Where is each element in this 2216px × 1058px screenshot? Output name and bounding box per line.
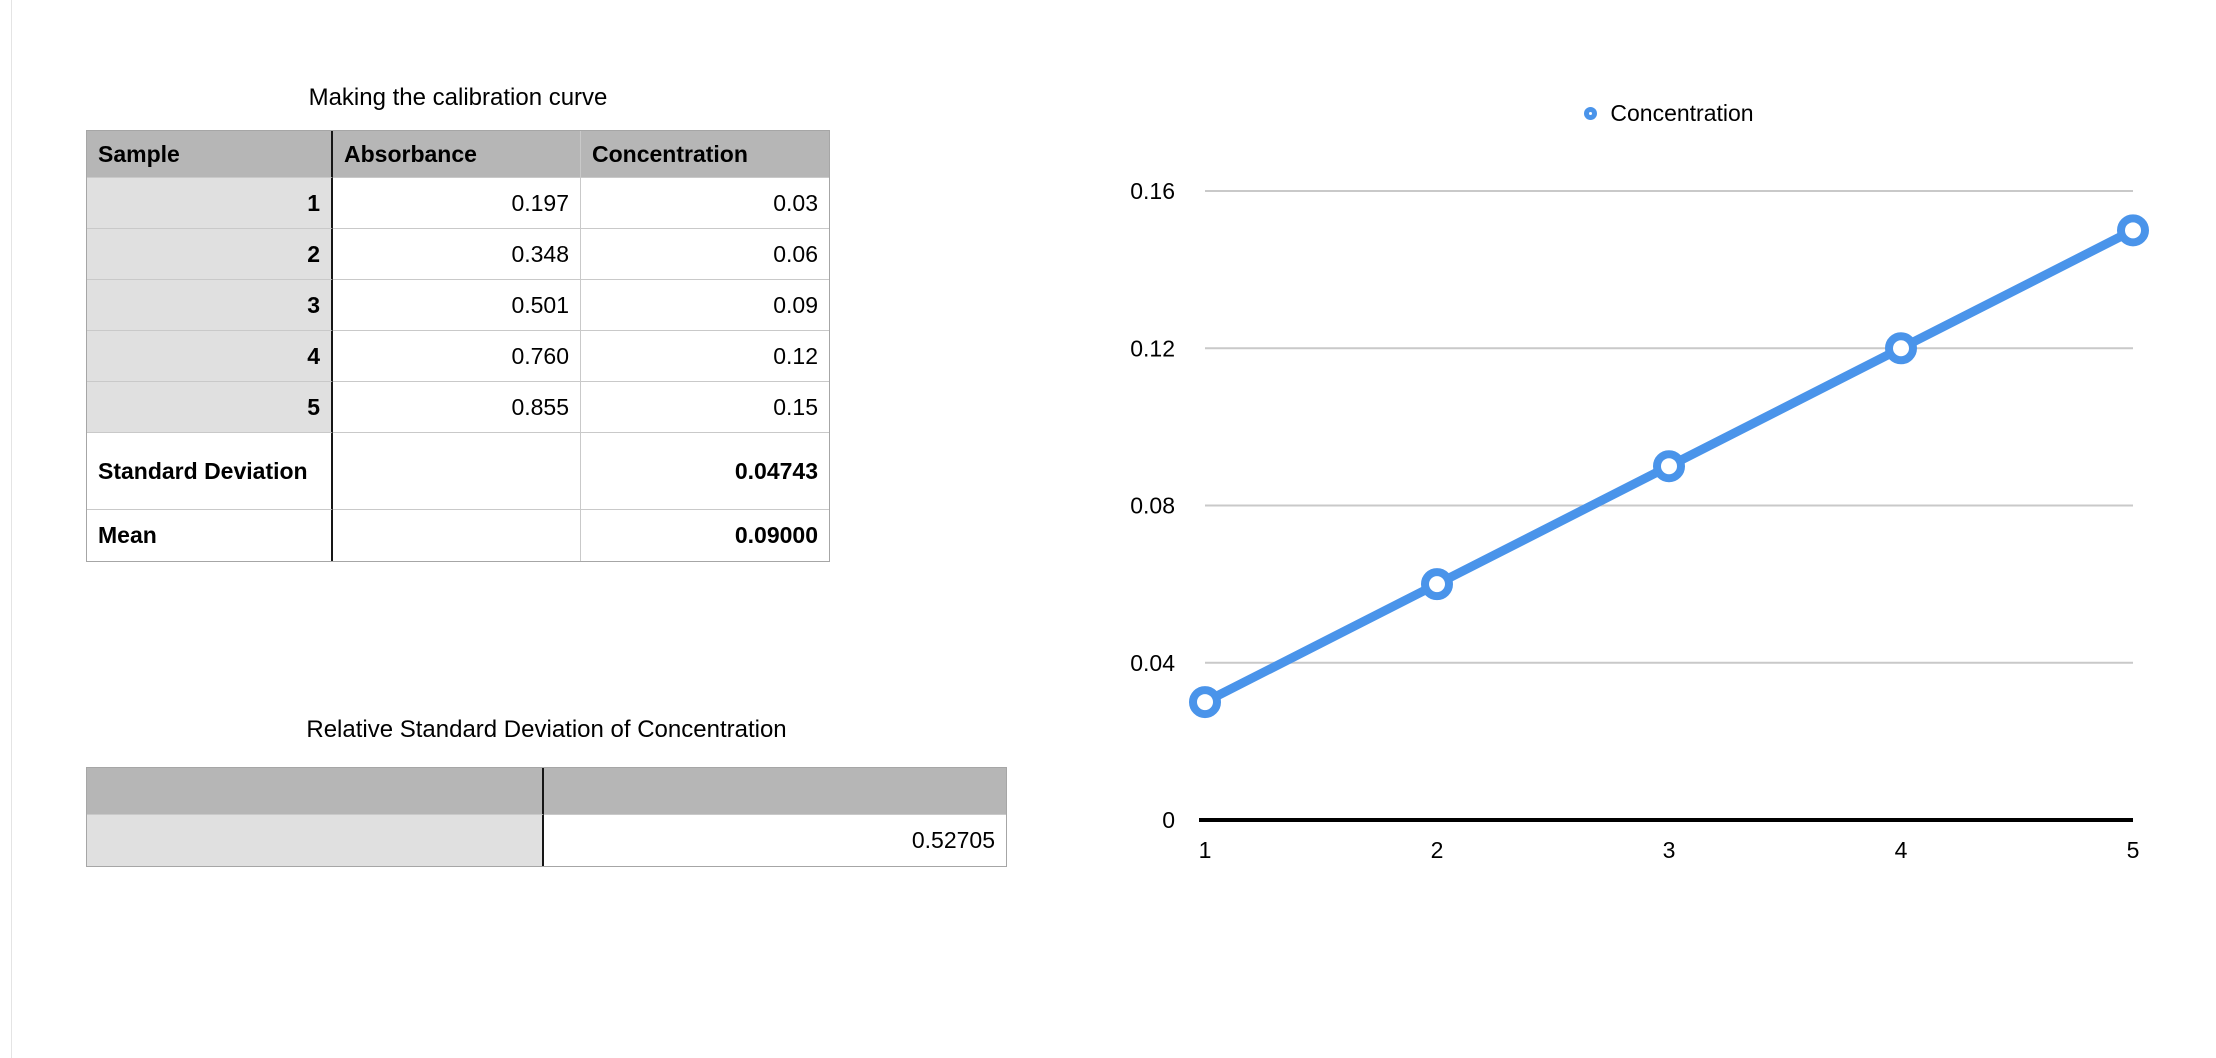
svg-text:2: 2 (1431, 837, 1444, 863)
t2-header-right[interactable] (544, 768, 1006, 815)
t1-mean-absorbance[interactable] (333, 510, 581, 561)
t1-r3-absorbance[interactable]: 0.501 (333, 280, 581, 331)
t1-r2-concentration[interactable]: 0.06 (581, 229, 829, 280)
svg-text:3: 3 (1663, 837, 1676, 863)
t2-rsd-value[interactable]: 0.52705 (544, 815, 1006, 866)
t2-row-label[interactable] (87, 815, 544, 866)
svg-text:0.12: 0.12 (1130, 335, 1175, 361)
t1-r1-absorbance[interactable]: 0.197 (333, 178, 581, 229)
t1-header-absorbance[interactable]: Absorbance (333, 131, 581, 178)
svg-text:0: 0 (1162, 807, 1175, 833)
t2-header-left[interactable] (87, 768, 544, 815)
t1-r1-concentration[interactable]: 0.03 (581, 178, 829, 229)
t1-header-sample[interactable]: Sample (87, 131, 333, 178)
t1-header-concentration[interactable]: Concentration (581, 131, 829, 178)
svg-text:0.04: 0.04 (1130, 650, 1175, 676)
legend-marker-icon (1584, 106, 1598, 120)
rsd-table: 0.52705 (86, 767, 1007, 867)
t1-stddev-absorbance[interactable] (333, 433, 581, 510)
t1-r4-sample[interactable]: 4 (87, 331, 333, 382)
t1-stddev-concentration[interactable]: 0.04743 (581, 433, 829, 510)
t1-r2-sample[interactable]: 2 (87, 229, 333, 280)
t1-mean-concentration[interactable]: 0.09000 (581, 510, 829, 561)
t1-r5-concentration[interactable]: 0.15 (581, 382, 829, 433)
t1-r3-concentration[interactable]: 0.09 (581, 280, 829, 331)
t1-r2-absorbance[interactable]: 0.348 (333, 229, 581, 280)
t1-mean-label[interactable]: Mean (87, 510, 333, 561)
page-edge-line (11, 0, 12, 1058)
svg-text:0.08: 0.08 (1130, 493, 1175, 519)
t1-r3-sample[interactable]: 3 (87, 280, 333, 331)
legend-label: Concentration (1610, 99, 1754, 126)
table2-title: Relative Standard Deviation of Concentra… (306, 716, 787, 743)
table1-title: Making the calibration curve (308, 84, 608, 111)
svg-text:0.16: 0.16 (1130, 178, 1175, 204)
svg-text:4: 4 (1895, 837, 1908, 863)
t1-r5-sample[interactable]: 5 (87, 382, 333, 433)
t1-stddev-label[interactable]: Standard Deviation (87, 433, 333, 510)
t1-r1-sample[interactable]: 1 (87, 178, 333, 229)
calibration-table: Sample Absorbance Concentration 1 0.197 … (86, 130, 830, 562)
t1-r4-concentration[interactable]: 0.12 (581, 331, 829, 382)
chart-legend[interactable]: Concentration (1205, 95, 2133, 131)
svg-text:5: 5 (2127, 837, 2140, 863)
t1-r5-absorbance[interactable]: 0.855 (333, 382, 581, 433)
svg-text:1: 1 (1199, 837, 1212, 863)
t1-r4-absorbance[interactable]: 0.760 (333, 331, 581, 382)
